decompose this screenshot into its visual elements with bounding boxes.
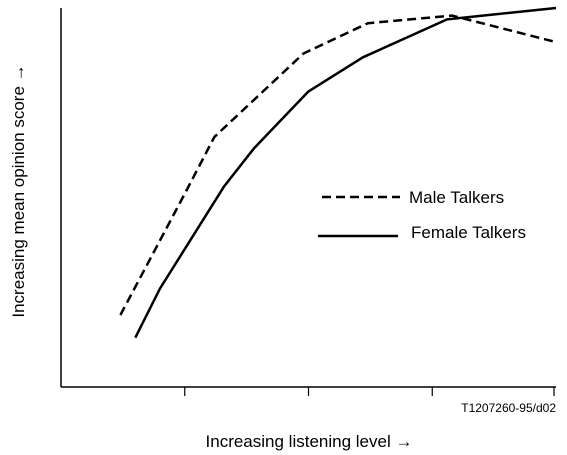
reference-code: T1207260-95/d02	[461, 401, 556, 415]
legend: Male Talkers Female Talkers	[318, 188, 526, 242]
series-line-male-talkers	[119, 14, 557, 316]
x-axis-label: Increasing listening level →	[206, 432, 413, 451]
y-axis-label: Increasing mean opinion score →	[9, 64, 28, 317]
series-line-female-talkers	[134, 6, 557, 339]
series-layer	[119, 6, 557, 339]
x-ticks	[184, 387, 555, 396]
legend-label-male: Male Talkers	[409, 188, 504, 207]
legend-label-female: Female Talkers	[411, 223, 526, 242]
